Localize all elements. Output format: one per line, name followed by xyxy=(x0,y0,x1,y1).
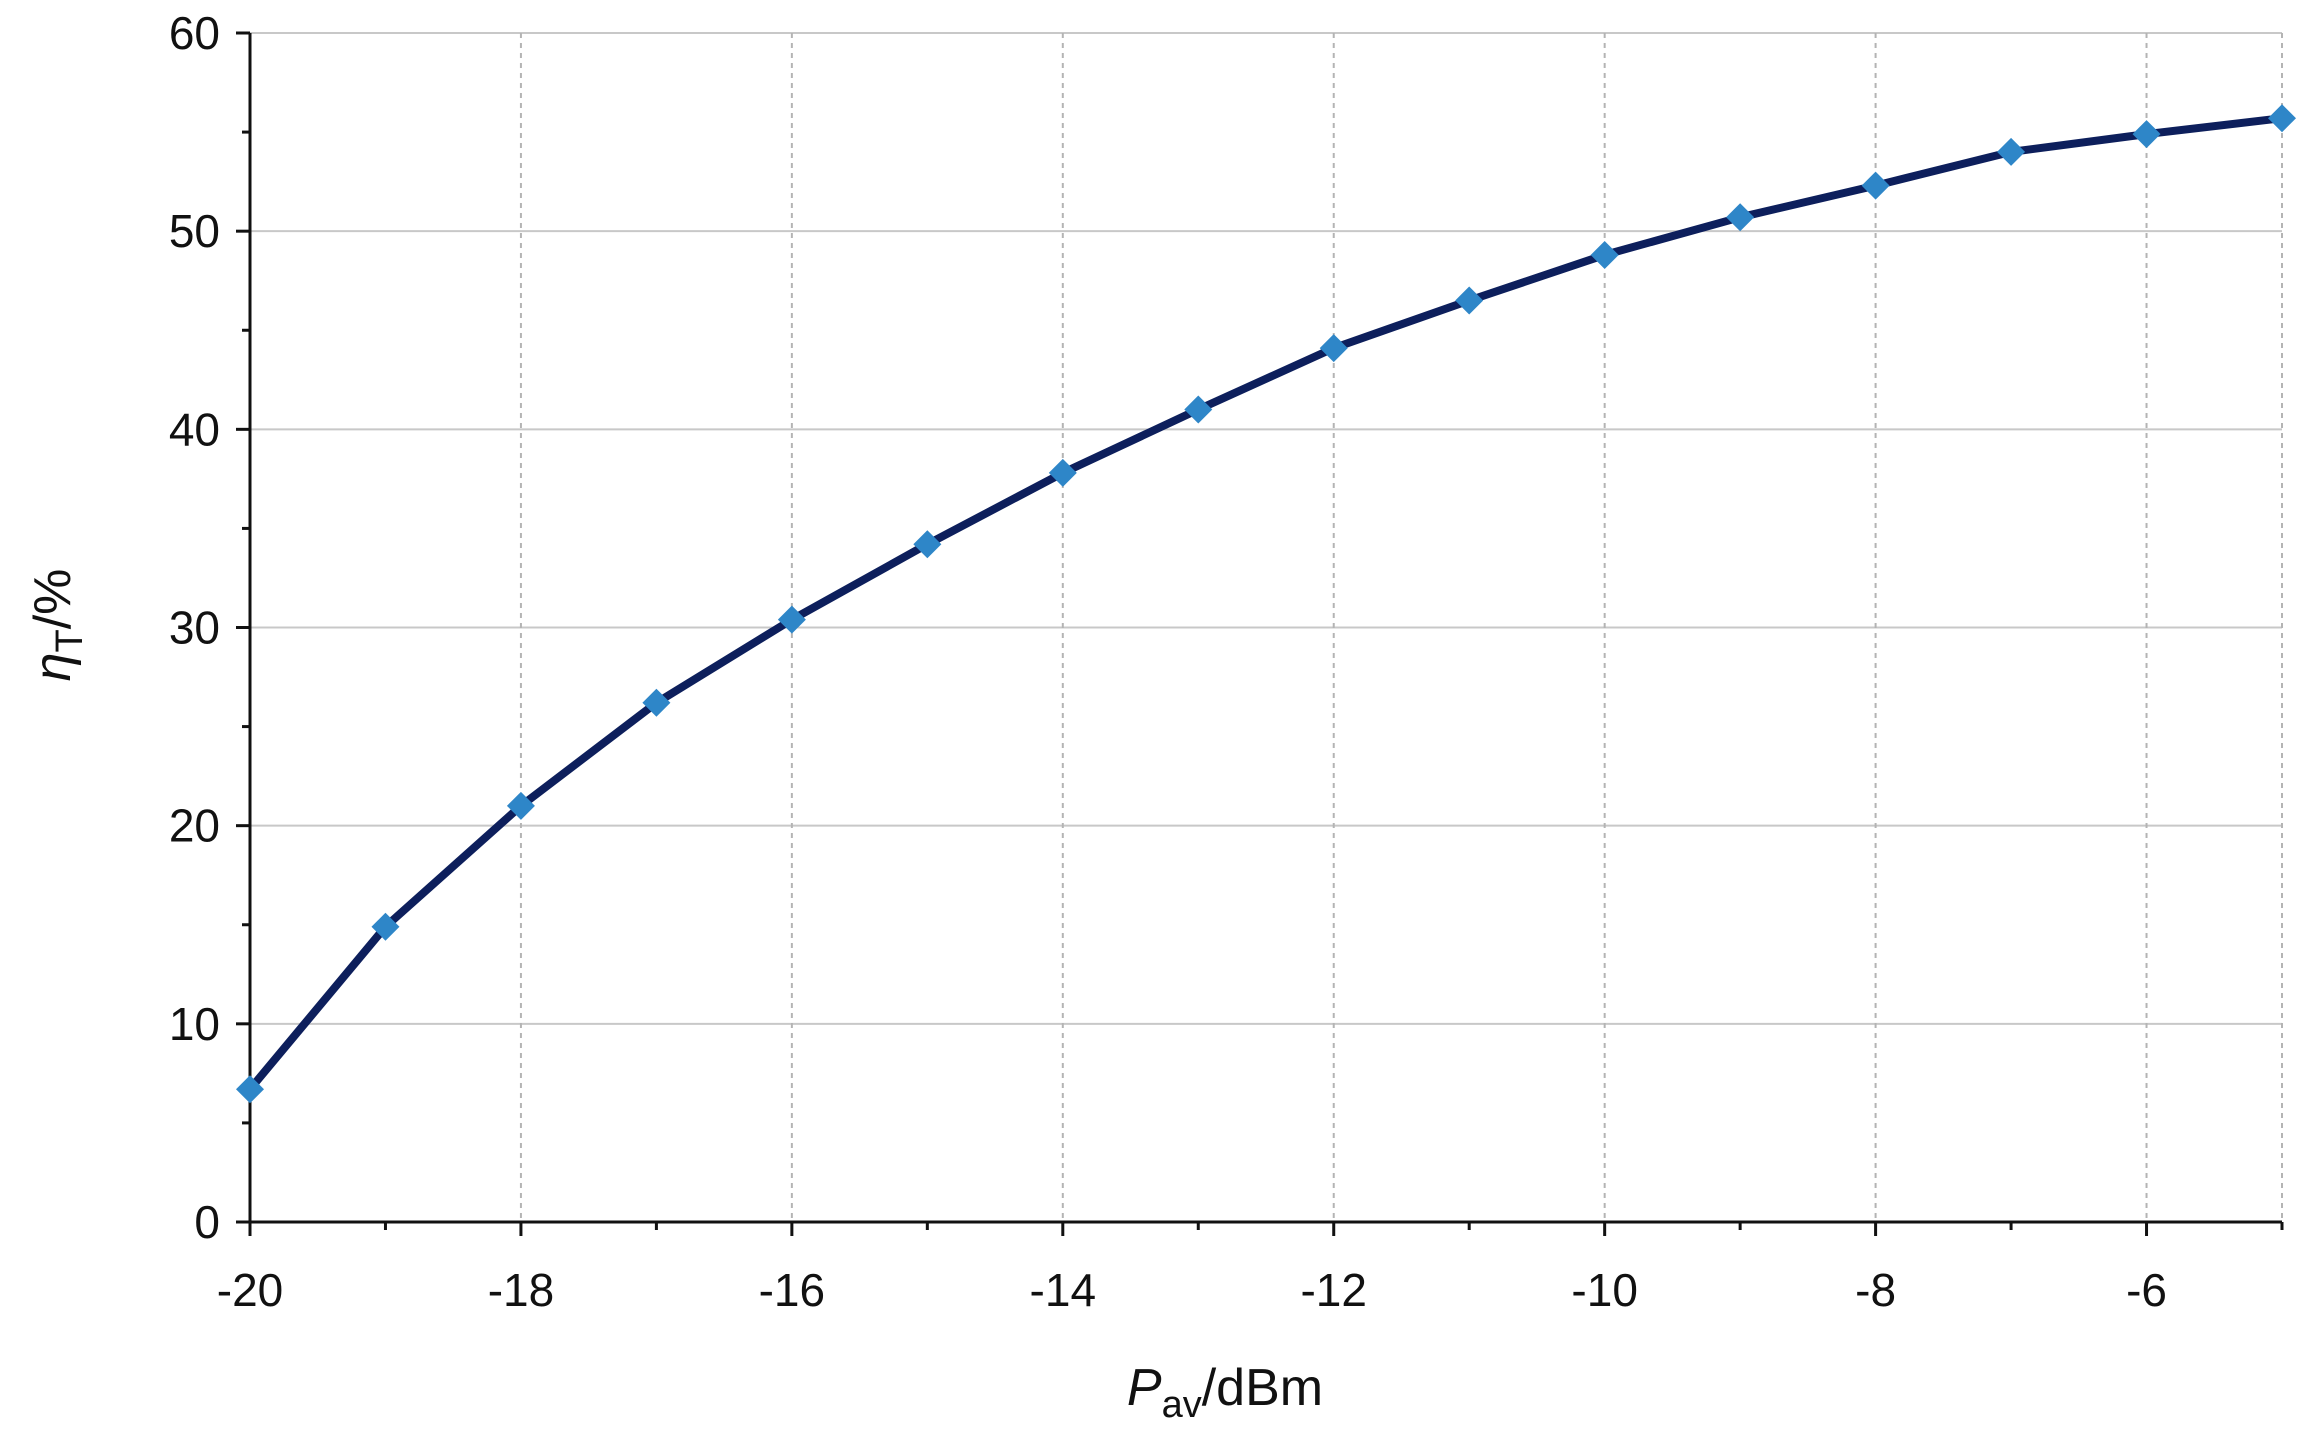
data-point-marker xyxy=(1997,137,2026,166)
x-axis-title: Pav/dBm xyxy=(1127,1359,1323,1426)
data-point-marker xyxy=(1048,458,1077,487)
series xyxy=(236,104,2296,1104)
x-tick-label: -8 xyxy=(1855,1264,1896,1316)
x-tick-label: -14 xyxy=(1030,1264,1096,1316)
data-point-marker xyxy=(1590,240,1619,269)
y-axis-title-unit: /% xyxy=(24,569,82,630)
x-axis-title-main: P xyxy=(1127,1359,1162,1417)
x-axis-title-sub: av xyxy=(1162,1384,1202,1426)
data-point-marker xyxy=(1184,395,1213,424)
x-tick-label: -18 xyxy=(488,1264,554,1316)
data-point-marker xyxy=(642,688,671,717)
data-point-marker xyxy=(236,1075,264,1104)
grid xyxy=(250,32,2283,1222)
data-point-marker xyxy=(1726,203,1755,232)
x-tick-label: -6 xyxy=(2126,1264,2167,1316)
x-tick-label: -12 xyxy=(1300,1264,1366,1316)
y-axis-title: ηT/% xyxy=(24,569,91,682)
data-point-marker xyxy=(371,912,400,941)
data-point-marker xyxy=(2268,104,2296,133)
data-point-marker xyxy=(506,791,535,820)
y-tick-label: 60 xyxy=(169,7,220,59)
series-line xyxy=(246,114,2286,1094)
y-tick-label: 20 xyxy=(169,800,220,852)
y-tick-label: 30 xyxy=(169,602,220,654)
y-tick-label: 50 xyxy=(169,205,220,257)
x-axis-title-unit: /dBm xyxy=(1202,1359,1323,1417)
x-tick-label: -20 xyxy=(217,1264,283,1316)
x-tick-label: -10 xyxy=(1571,1264,1637,1316)
y-axis-title-main: η xyxy=(24,653,82,682)
data-point-marker xyxy=(1319,334,1348,363)
y-tick-label: 0 xyxy=(194,1196,220,1248)
data-point-marker xyxy=(913,530,942,559)
y-tick-label: 40 xyxy=(169,403,220,455)
data-point-marker xyxy=(777,605,806,634)
data-point-marker xyxy=(1455,286,1484,315)
data-point-marker xyxy=(1861,171,1890,200)
ticks: 0 10 20 30 40 50 60 -20 -18 -16 -14 -12 -10 -8 -6 xyxy=(169,7,2284,1316)
y-axis-title-sub: T xyxy=(49,629,91,652)
x-tick-label: -16 xyxy=(759,1264,825,1316)
data-point-marker xyxy=(2132,120,2161,149)
y-tick-label: 10 xyxy=(169,998,220,1050)
